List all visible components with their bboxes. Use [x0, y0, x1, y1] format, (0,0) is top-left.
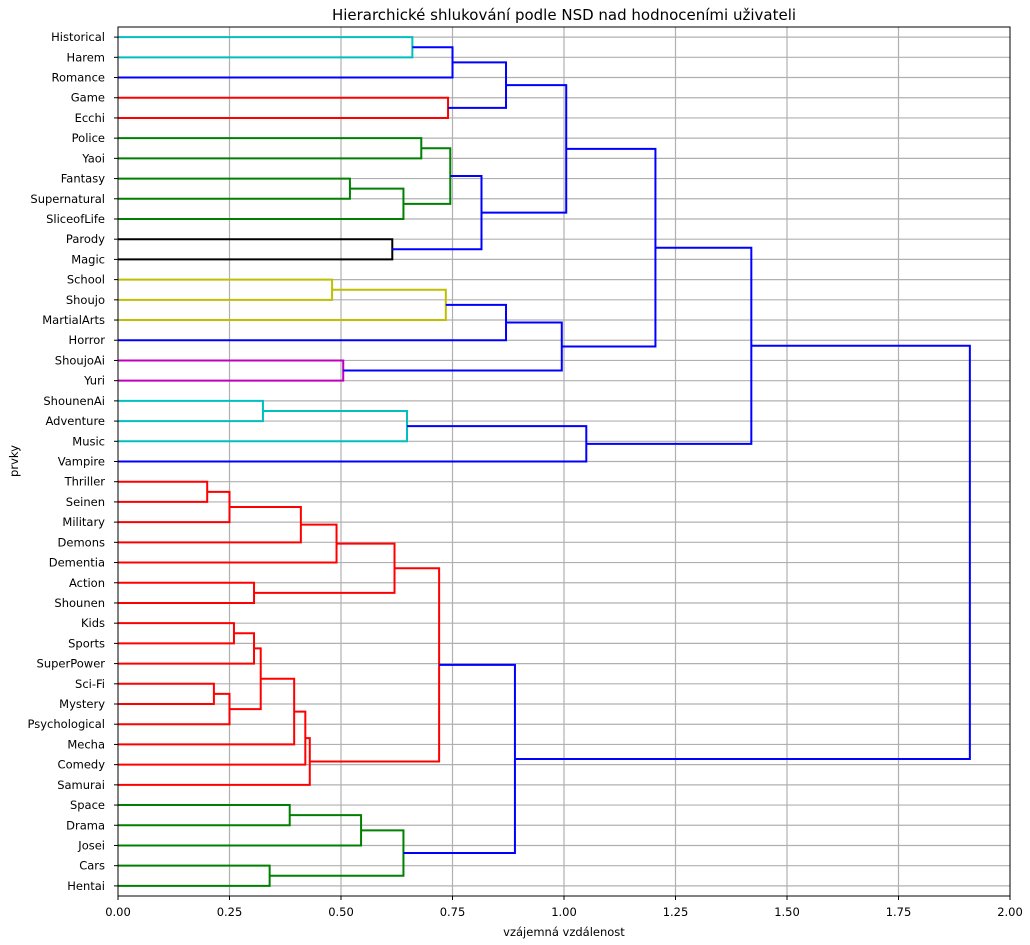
leaf-label: Adventure [46, 414, 105, 428]
leaf-label: MartialArts [42, 313, 105, 327]
leaf-label: Kids [81, 616, 105, 630]
leaf-label: SuperPower [37, 657, 106, 671]
leaf-label: Cars [79, 859, 105, 873]
leaf-label: Harem [67, 50, 105, 64]
leaf-label: Comedy [58, 758, 106, 772]
leaf-label: Fantasy [61, 172, 105, 186]
dendrogram-links [118, 36, 971, 887]
leaf-label: Demons [58, 535, 105, 549]
x-tick-labels: 0.00 0.25 0.50 0.75 1.00 1.25 1.50 1.75 2.00 [105, 905, 1023, 919]
plot-frame [117, 26, 1011, 897]
x-tick-label: 1.25 [663, 905, 689, 919]
leaf-label: Seinen [66, 495, 105, 509]
leaf-label: Hentai [67, 879, 105, 893]
leaf-label: Dementia [49, 556, 105, 570]
leaf-label: ShoujoAi [55, 353, 105, 367]
y-axis-label: prvky [7, 445, 21, 477]
x-tick-label: 1.50 [774, 905, 800, 919]
leaf-label: Horror [69, 333, 106, 347]
leaf-label: Mystery [59, 697, 105, 711]
leaf-label: Sci-Fi [75, 677, 105, 691]
leaf-label: Supernatural [30, 192, 105, 206]
leaf-label: Shoujo [66, 293, 105, 307]
dendrogram-link [514, 344, 971, 760]
leaf-label: Vampire [58, 455, 105, 469]
leaf-label: SliceofLife [46, 212, 105, 226]
leaf-label: Military [62, 515, 105, 529]
leaf-label: Shounen [54, 596, 105, 610]
x-axis-label: vzájemná vzdálenost [503, 925, 625, 939]
leaf-label: Samurai [57, 778, 105, 792]
leaf-label: Space [70, 798, 105, 812]
leaf-label: Sports [68, 636, 105, 650]
leaf-label: Yuri [83, 374, 105, 388]
leaf-label: Mecha [67, 737, 105, 751]
leaf-label: Thriller [64, 475, 106, 489]
x-tick-label: 0.75 [440, 905, 466, 919]
leaf-label: Romance [52, 71, 105, 85]
leaf-label: Magic [71, 252, 105, 266]
leaf-label: Police [72, 131, 105, 145]
x-tick-label: 1.00 [551, 905, 577, 919]
axes [114, 26, 1011, 900]
x-tick-label: 0.25 [217, 905, 243, 919]
x-tick-label: 0.00 [105, 905, 131, 919]
leaf-label: Music [72, 434, 105, 448]
leaf-label: Game [71, 91, 105, 105]
leaf-label: Historical [51, 30, 105, 44]
leaf-label: Parody [66, 232, 105, 246]
leaf-label: Ecchi [75, 111, 105, 125]
x-tick-label: 1.75 [886, 905, 912, 919]
leaf-label: Psychological [28, 717, 105, 731]
leaf-label: Drama [66, 818, 105, 832]
leaf-label: Action [69, 576, 105, 590]
chart-title: Hierarchické shlukování podle NSD nad ho… [332, 6, 796, 24]
x-tick-label: 2.00 [997, 905, 1023, 919]
leaf-label: Yaoi [81, 151, 105, 165]
x-tick-label: 0.50 [328, 905, 354, 919]
leaf-label: Josei [77, 838, 105, 852]
leaf-label: School [67, 273, 105, 287]
leaf-labels: Historical Harem Romance Game Ecchi Police Yao… [28, 30, 106, 893]
leaf-label: ShounenAi [43, 394, 105, 408]
